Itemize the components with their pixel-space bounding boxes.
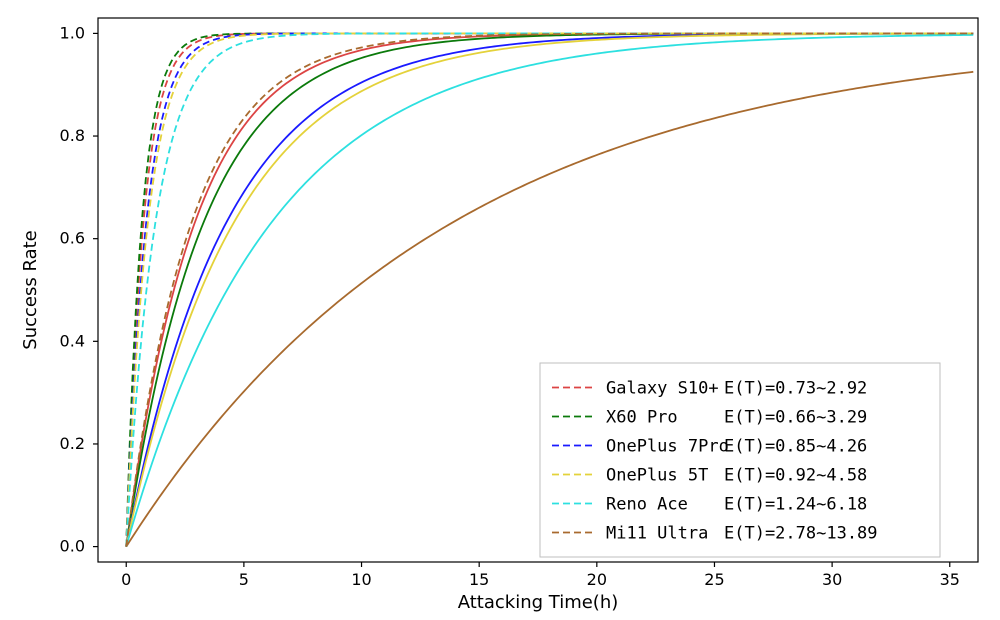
legend-label-name: Mi11 Ultra [606,524,708,544]
x-tick-label: 10 [351,570,371,589]
y-tick-label: 0.0 [60,537,85,556]
legend-label-et: E(T)=2.78~13.89 [724,524,878,544]
x-tick-label: 35 [940,570,960,589]
x-axis-label: Attacking Time(h) [458,592,619,613]
x-tick-label: 5 [239,570,249,589]
x-tick-label: 20 [587,570,607,589]
legend-label-name: X60 Pro [606,408,678,428]
y-tick-label: 0.6 [60,229,85,248]
legend-label-et: E(T)=1.24~6.18 [724,495,867,515]
x-tick-label: 15 [469,570,489,589]
legend-label-et: E(T)=0.73~2.92 [724,379,867,399]
line-chart: 0 5 10 15 20 25 30 35 0.0 0.2 0.4 0.6 0.8 1.0 Attackin… [0,0,1000,620]
legend-label-name: Galaxy S10+ [606,379,719,399]
y-axis-label: Success Rate [20,230,41,349]
x-tick-label: 25 [704,570,724,589]
y-tick-label: 0.2 [60,434,85,453]
y-tick-label: 1.0 [60,23,85,42]
x-tick-label: 30 [822,570,842,589]
legend-label-et: E(T)=0.85~4.26 [724,437,867,457]
y-tick-label: 0.4 [60,331,85,350]
legend-label-et: E(T)=0.92~4.58 [724,466,867,486]
legend-label-et: E(T)=0.66~3.29 [724,408,867,428]
legend-label-name: OnePlus 7Pro [606,437,729,457]
x-tick-label: 0 [121,570,131,589]
legend-label-name: Reno Ace [606,495,688,515]
chart-container: 0 5 10 15 20 25 30 35 0.0 0.2 0.4 0.6 0.8 1.0 Attackin… [0,0,1000,620]
legend-label-name: OnePlus 5T [606,466,708,486]
y-tick-label: 0.8 [60,126,85,145]
